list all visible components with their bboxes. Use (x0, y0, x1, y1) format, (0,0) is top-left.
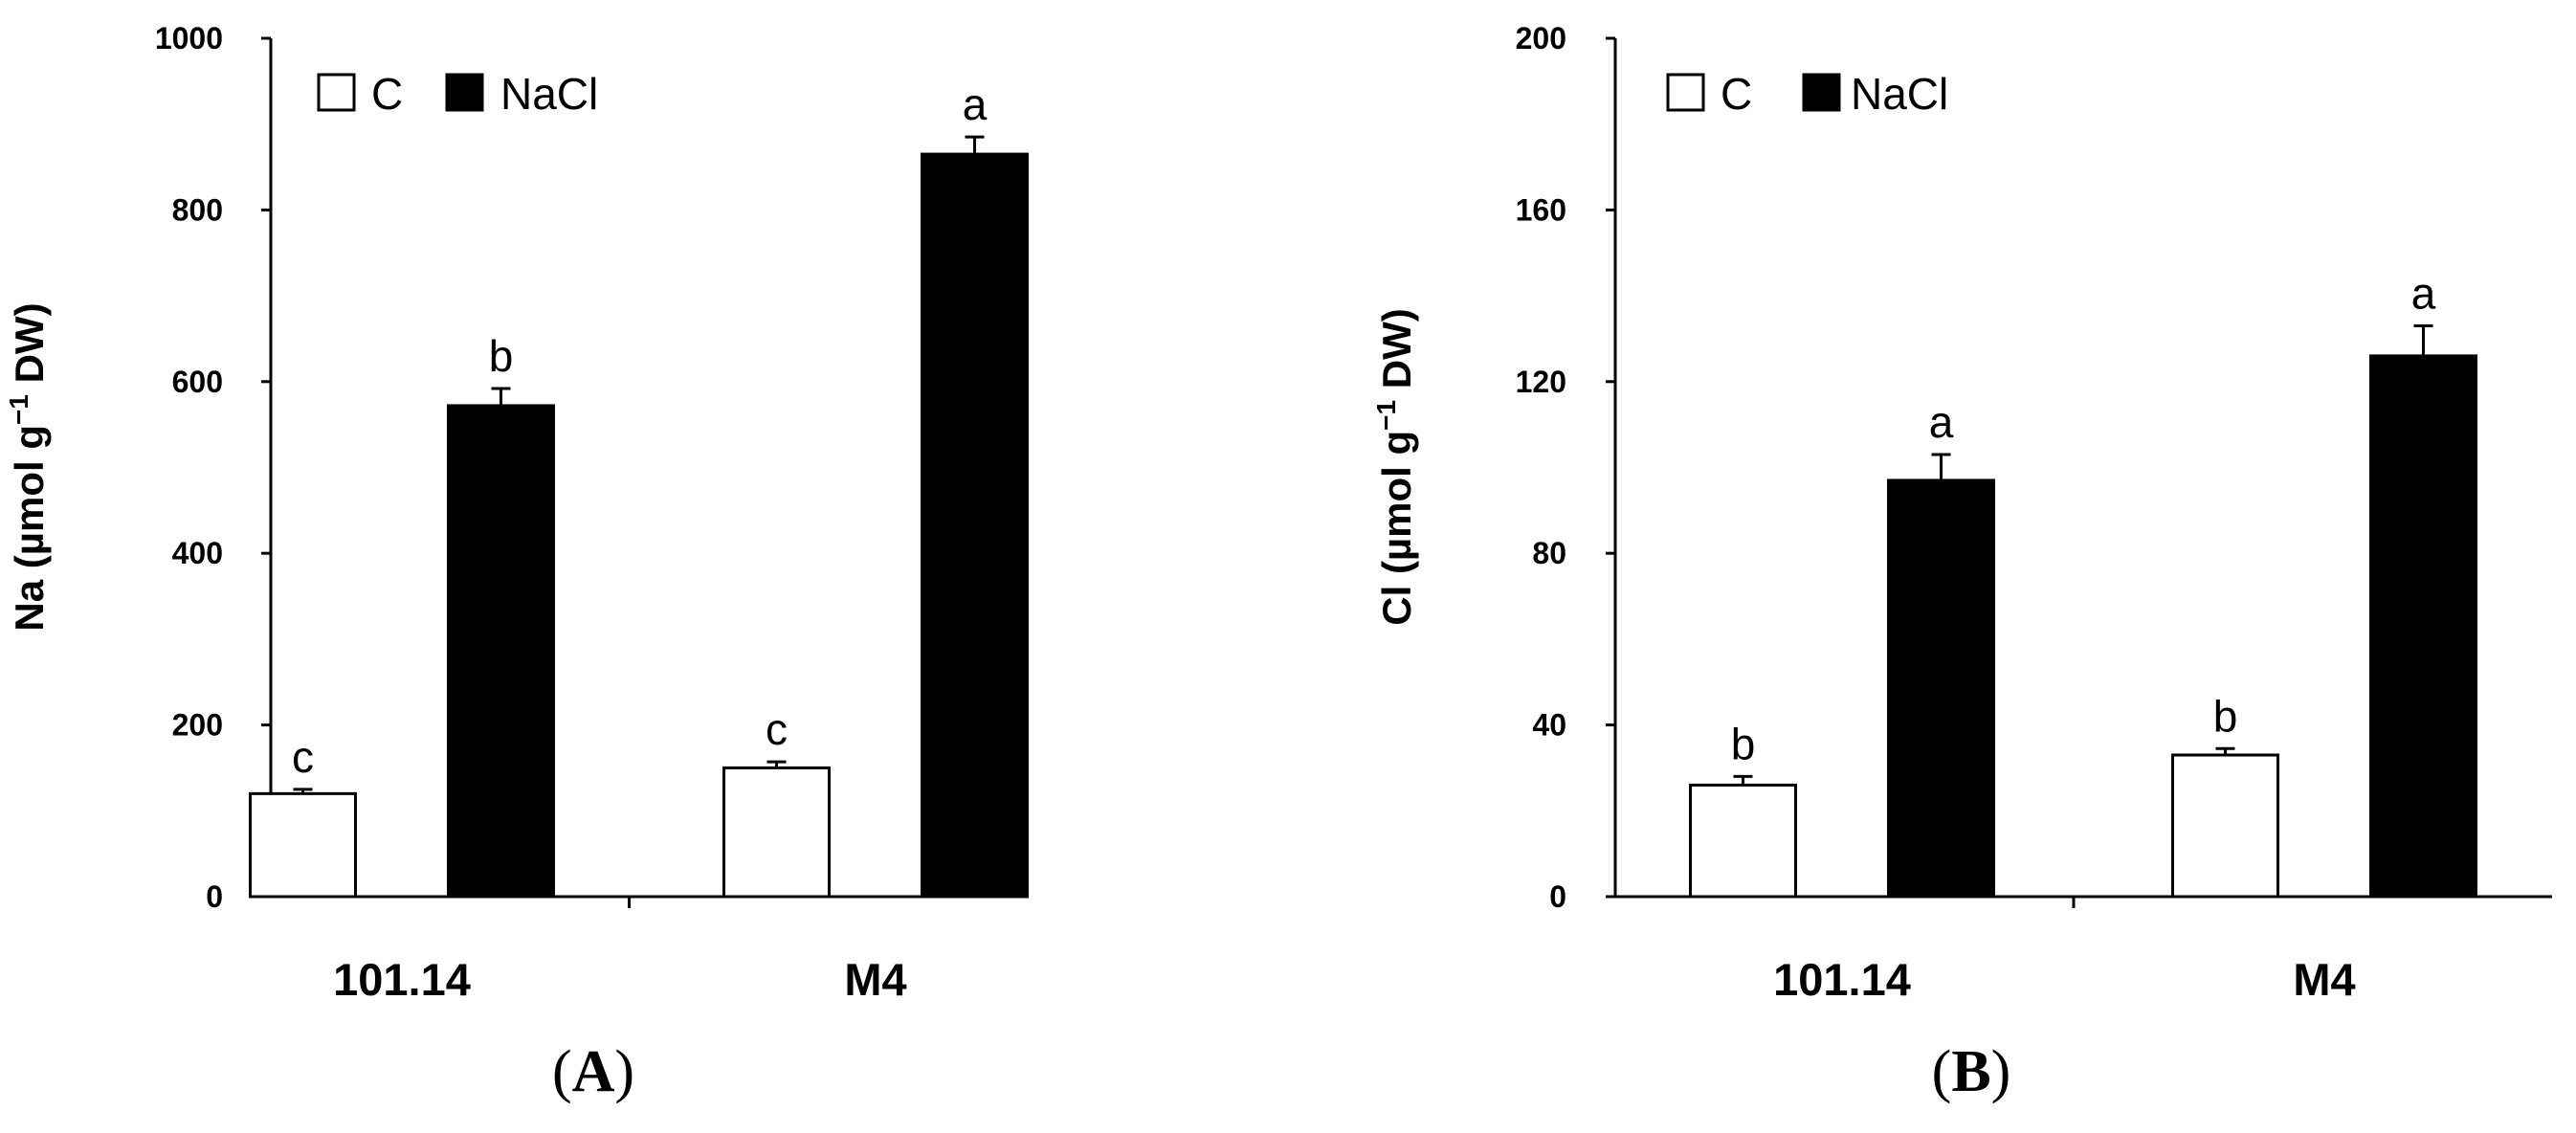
bar-c-10114 (1689, 783, 1797, 899)
significance-label: a (2411, 268, 2436, 318)
bar-c-m4 (722, 766, 831, 899)
legend-swatch-c (317, 73, 356, 112)
legend-label-nacl: NaCl (1851, 69, 1948, 119)
legend-label-c: C (371, 69, 403, 119)
significance-label: b (1731, 719, 1756, 768)
y-tick-label: 200 (1516, 21, 1566, 56)
y-tick-label: 80 (1532, 536, 1566, 570)
y-tick-label: 600 (172, 365, 223, 399)
y-tick-label: 120 (1516, 365, 1566, 399)
y-tick-label: 1000 (155, 21, 223, 56)
significance-label: b (2213, 691, 2238, 741)
legend: C NaCl (317, 69, 598, 119)
bar-nacl-m4 (2369, 354, 2477, 899)
panel-label: (A) (552, 1039, 634, 1104)
significance-label: a (963, 79, 988, 129)
bar-c-m4 (2171, 753, 2279, 899)
y-axis-title: Cl (µmol g−1 DW) (1371, 308, 1419, 625)
significance-label: c (766, 704, 788, 754)
legend-swatch-nacl (445, 73, 484, 112)
legend-swatch-nacl (1802, 73, 1841, 112)
bar-nacl-m4 (921, 152, 1029, 899)
x-tick-label: 101.14 (333, 954, 471, 1005)
legend-swatch-c (1666, 73, 1705, 112)
y-tick-label: 400 (172, 536, 223, 570)
significance-label: c (292, 732, 314, 782)
bar-nacl-10114 (447, 404, 555, 899)
y-tick-label: 0 (1549, 879, 1566, 914)
chart-panel-a: 0 200 400 600 800 1000 101.14 M4 c b c a C NaCl Na (µm… (4, 21, 1029, 1104)
y-tick-label: 800 (172, 192, 223, 227)
legend-label-nacl: NaCl (500, 69, 598, 119)
chart-panel-b: 0 40 80 120 160 200 101.14 M4 b a b a C NaCl Cl (µmol … (1371, 21, 2552, 1104)
significance-label: a (1929, 397, 1954, 447)
x-tick-label: M4 (844, 954, 906, 1005)
legend-label-c: C (1721, 69, 1752, 119)
y-axis-title: Na (µmol g−1 DW) (4, 302, 52, 631)
panel-label: (B) (1932, 1039, 2011, 1104)
y-tick-label: 0 (206, 879, 223, 914)
bar-c-10114 (249, 791, 357, 899)
y-tick-label: 160 (1516, 192, 1566, 227)
x-tick-label: 101.14 (1773, 954, 1911, 1005)
y-tick-label: 40 (1532, 708, 1566, 743)
significance-label: b (489, 331, 514, 381)
x-tick-label: M4 (2293, 954, 2355, 1005)
y-tick-label: 200 (172, 708, 223, 743)
bar-nacl-10114 (1887, 478, 1995, 899)
legend: C NaCl (1666, 69, 1948, 119)
